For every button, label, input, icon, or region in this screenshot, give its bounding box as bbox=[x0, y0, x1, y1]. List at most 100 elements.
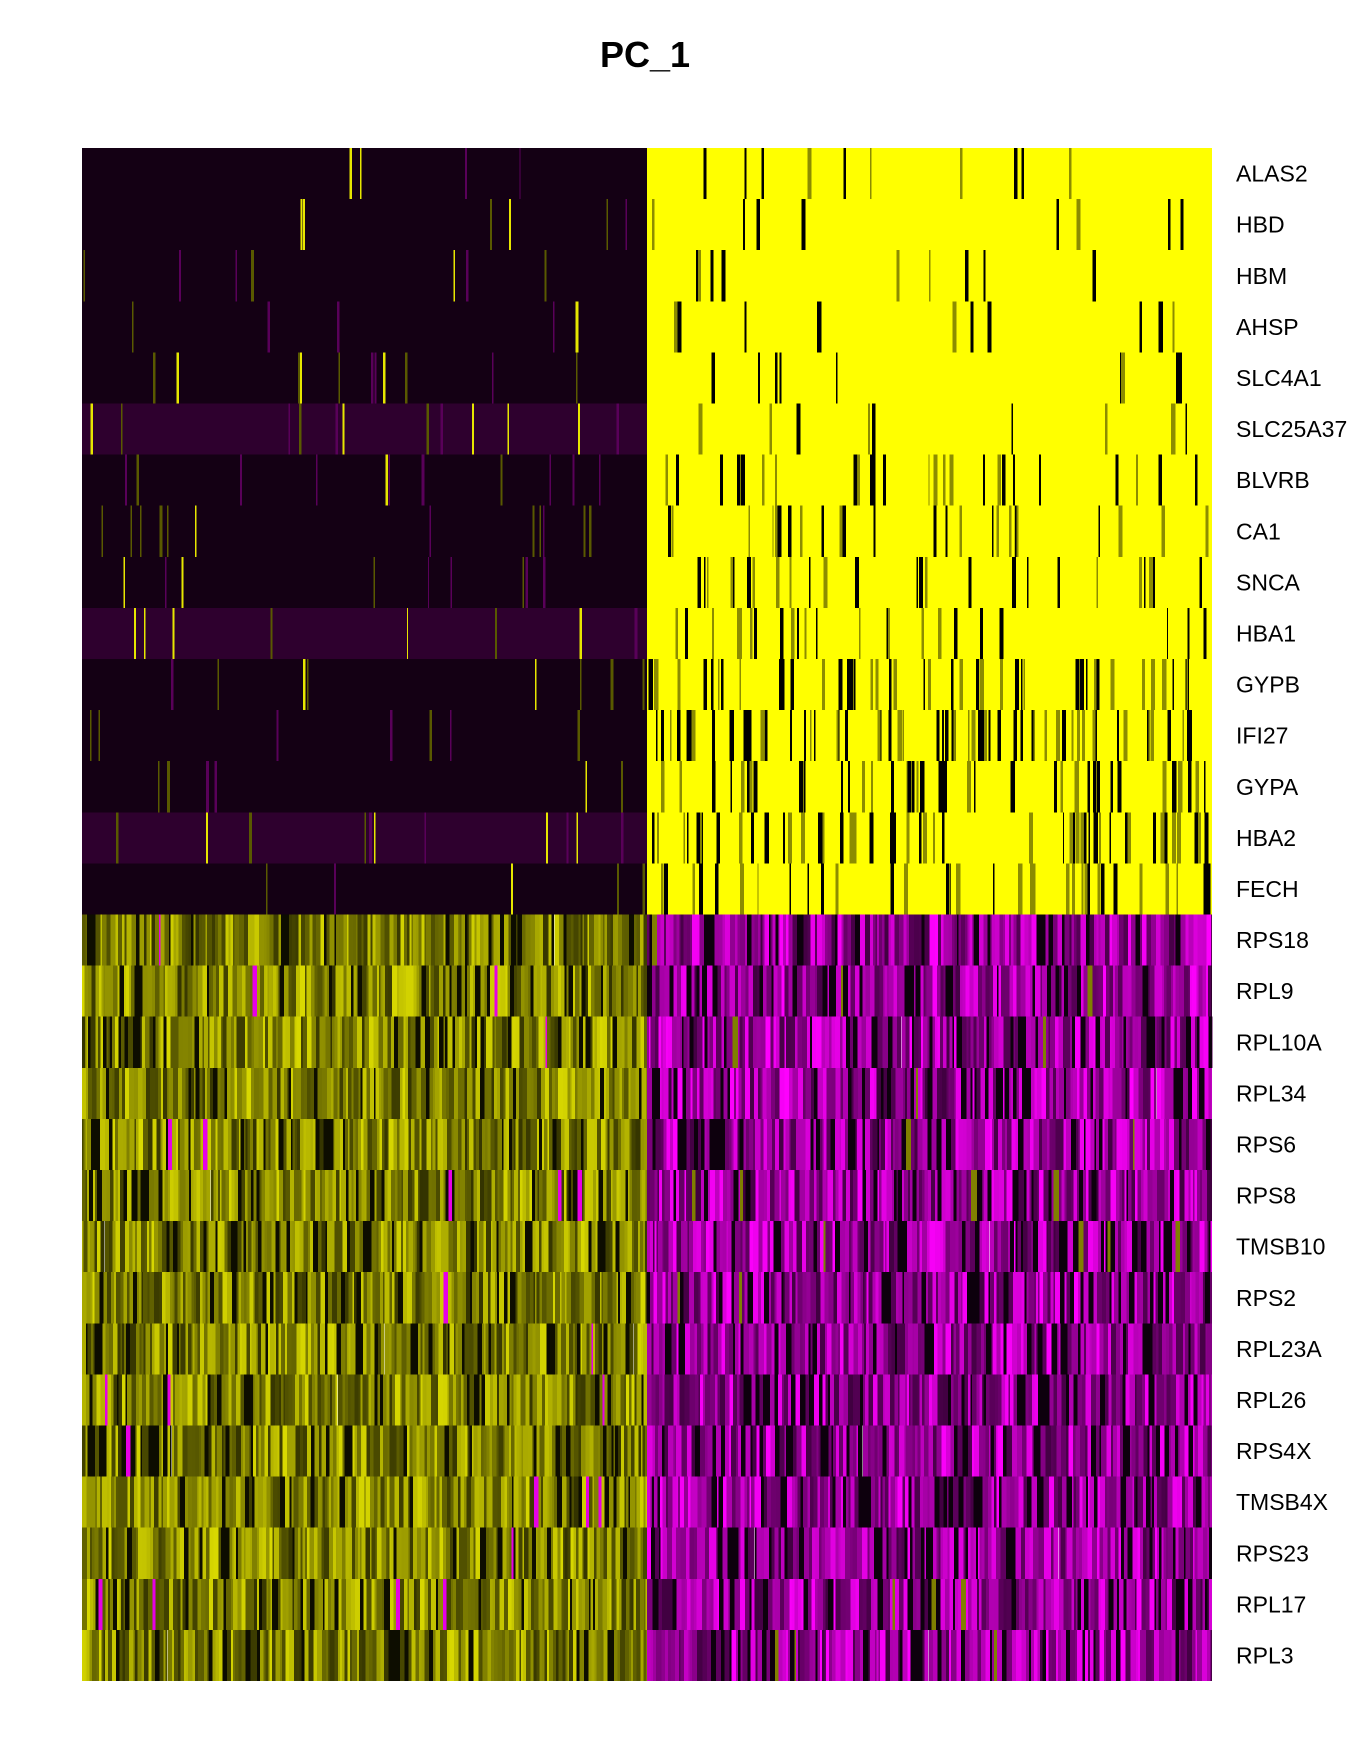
cell-stripe-rps6-right bbox=[1049, 1118, 1052, 1170]
cell-stripe-rps2-left bbox=[384, 1272, 390, 1324]
cell-stripe-rps2-left bbox=[218, 1272, 223, 1324]
cell-stripe-tmsb4x-right bbox=[1031, 1476, 1037, 1528]
cell-stripe-rpl9-left bbox=[202, 965, 207, 1017]
cell-stripe-rps6-left bbox=[387, 1118, 389, 1170]
cell-stripe-rpl10a-left bbox=[576, 1016, 579, 1068]
cell-stripe-tmsb10-left bbox=[231, 1221, 235, 1273]
cell-stripe-rpl23a-right bbox=[1089, 1323, 1092, 1375]
cell-stripe-rpl10a-right bbox=[765, 1016, 771, 1068]
cell-stripe-rps6-right bbox=[677, 1118, 682, 1170]
cell-streak-gypa-right bbox=[938, 761, 941, 813]
cell-stripe-rps2-left bbox=[394, 1272, 398, 1324]
cell-stripe-rpl34-left bbox=[628, 1067, 631, 1119]
cell-stripe-rps6-left bbox=[609, 1118, 614, 1170]
cell-stripe-tmsb10-right bbox=[664, 1221, 669, 1273]
cell-stripe-rps23-left bbox=[580, 1527, 583, 1579]
cell-stripe-rps4x-left bbox=[645, 1425, 647, 1477]
cell-streak-hba2-right bbox=[1194, 812, 1199, 864]
cell-stripe-rps4x-left bbox=[602, 1425, 607, 1477]
cell-stripe-rpl10a-right bbox=[737, 1016, 740, 1068]
cell-stripe-rps23-left bbox=[493, 1527, 497, 1579]
cell-streak-ca1-right bbox=[788, 505, 792, 557]
cell-stripe-rps8-left bbox=[546, 1170, 550, 1222]
cell-stripe-rpl9-left bbox=[628, 965, 634, 1017]
cell-stripe-rpl26-left bbox=[556, 1374, 562, 1426]
cell-stripe-rps6-left bbox=[188, 1118, 191, 1170]
cell-stripe-rps4x-left bbox=[208, 1425, 212, 1477]
cell-stripe-rpl34-left bbox=[286, 1067, 289, 1119]
cell-stripe-rpl23a-right bbox=[778, 1323, 781, 1375]
cell-stripe-rpl17-left bbox=[95, 1578, 99, 1630]
cell-streak-gypa-right bbox=[941, 761, 945, 813]
cell-stripe-tmsb10-right bbox=[1199, 1221, 1205, 1273]
cell-stripe-rpl26-left bbox=[366, 1374, 369, 1426]
cell-stripe-rps18-left bbox=[357, 914, 361, 966]
cell-stripe-rpl9-left bbox=[300, 965, 305, 1017]
cell-streak-ca1-right bbox=[933, 505, 937, 557]
cell-streak-slc25a37-left bbox=[90, 403, 94, 455]
cell-stripe-rpl23a-right bbox=[986, 1323, 991, 1375]
cell-stripe-rps23-left bbox=[547, 1527, 551, 1579]
cell-stripe-rps18-left bbox=[160, 914, 165, 966]
cell-stripe-rps2-left bbox=[187, 1272, 192, 1324]
cell-stripe-rps18-right bbox=[831, 914, 836, 966]
cell-stripe-rpl23a-right bbox=[956, 1323, 960, 1375]
cell-stripe-tmsb10-left bbox=[346, 1221, 350, 1273]
cell-stripe-rps18-right bbox=[924, 914, 930, 966]
cell-stripe-rps23-right bbox=[981, 1527, 985, 1579]
cell-streak-ca1-right bbox=[1205, 505, 1209, 557]
cell-stripe-rpl23a-right bbox=[1133, 1323, 1139, 1375]
cell-stripe-rps6-right bbox=[865, 1118, 870, 1170]
cell-streak-hba2-right bbox=[1160, 812, 1165, 864]
cell-stripe-rps6-left bbox=[238, 1118, 241, 1170]
cell-stripe-rps23-left bbox=[194, 1527, 198, 1579]
cell-stripe-rpl9-right bbox=[874, 965, 880, 1017]
cell-stripe-tmsb10-left bbox=[564, 1221, 569, 1273]
cell-stripe-rpl9-right bbox=[1112, 965, 1116, 1017]
cell-stripe-rps2-right bbox=[741, 1272, 745, 1324]
cell-stripe-tmsb10-left bbox=[128, 1221, 133, 1273]
cell-stripe-rps23-right bbox=[771, 1527, 775, 1579]
cell-streak-hba2-right bbox=[738, 812, 743, 864]
cell-stripe-rps18-right bbox=[983, 914, 988, 966]
cell-stripe-tmsb4x-right bbox=[662, 1476, 666, 1528]
cell-stripe-rps6-left bbox=[535, 1118, 537, 1170]
cell-stripe-rpl26-left bbox=[552, 1374, 557, 1426]
cell-stripe-rpl23a-right bbox=[755, 1323, 759, 1375]
cell-stripe-rps4x-right bbox=[704, 1425, 708, 1477]
cell-stripe-rps18-left bbox=[228, 914, 231, 966]
cell-stripe-rps8-left bbox=[645, 1170, 647, 1222]
cell-stripe-rps8-left bbox=[185, 1170, 189, 1222]
cell-stripe-tmsb10-left bbox=[190, 1221, 194, 1273]
cell-stripe-rps18-right bbox=[937, 914, 942, 966]
cell-stripe-rps2-left bbox=[487, 1272, 491, 1324]
cell-stripe-rps18-left bbox=[479, 914, 484, 966]
cell-stripe-rpl26-left bbox=[643, 1374, 647, 1426]
cell-stripe-rps8-right bbox=[687, 1170, 692, 1222]
cell-stripe-rps18-left bbox=[445, 914, 448, 966]
cell-stripe-rps4x-right bbox=[849, 1425, 854, 1477]
cell-stripe-rps2-left bbox=[332, 1272, 337, 1324]
cell-stripe-rps18-left bbox=[384, 914, 390, 966]
cell-stripe-rps4x-right bbox=[729, 1425, 731, 1477]
cell-stripe-tmsb10-left bbox=[182, 1221, 188, 1273]
cell-stripe-rpl34-right bbox=[970, 1067, 973, 1119]
cell-stripe-rpl26-right bbox=[924, 1374, 929, 1426]
cell-stripe-tmsb10-left bbox=[507, 1221, 511, 1273]
cell-stripe-rps2-left bbox=[147, 1272, 150, 1324]
cell-stripe-rpl10a-right bbox=[1123, 1016, 1127, 1068]
cell-stripe-tmsb10-right bbox=[1087, 1221, 1093, 1273]
cell-stripe-rpl26-left bbox=[594, 1374, 600, 1426]
cell-stripe-tmsb10-right bbox=[950, 1221, 956, 1273]
cell-streak-gypa-right bbox=[740, 761, 745, 813]
cell-stripe-rps23-right bbox=[659, 1527, 661, 1579]
cell-streak-hba2-left bbox=[115, 812, 119, 864]
cell-stripe-rps4x-right bbox=[953, 1425, 958, 1477]
cell-stripe-rps2-left bbox=[255, 1272, 259, 1324]
cell-stripe-tmsb4x-right bbox=[1208, 1476, 1211, 1528]
cell-stripe-tmsb4x-left bbox=[613, 1476, 617, 1528]
cell-stripe-rpl10a-right bbox=[1199, 1016, 1204, 1068]
cell-stripe-rps18-right bbox=[815, 914, 817, 966]
cell-stripe-rps18-left bbox=[309, 914, 313, 966]
cell-stripe-tmsb4x-right bbox=[800, 1476, 804, 1528]
